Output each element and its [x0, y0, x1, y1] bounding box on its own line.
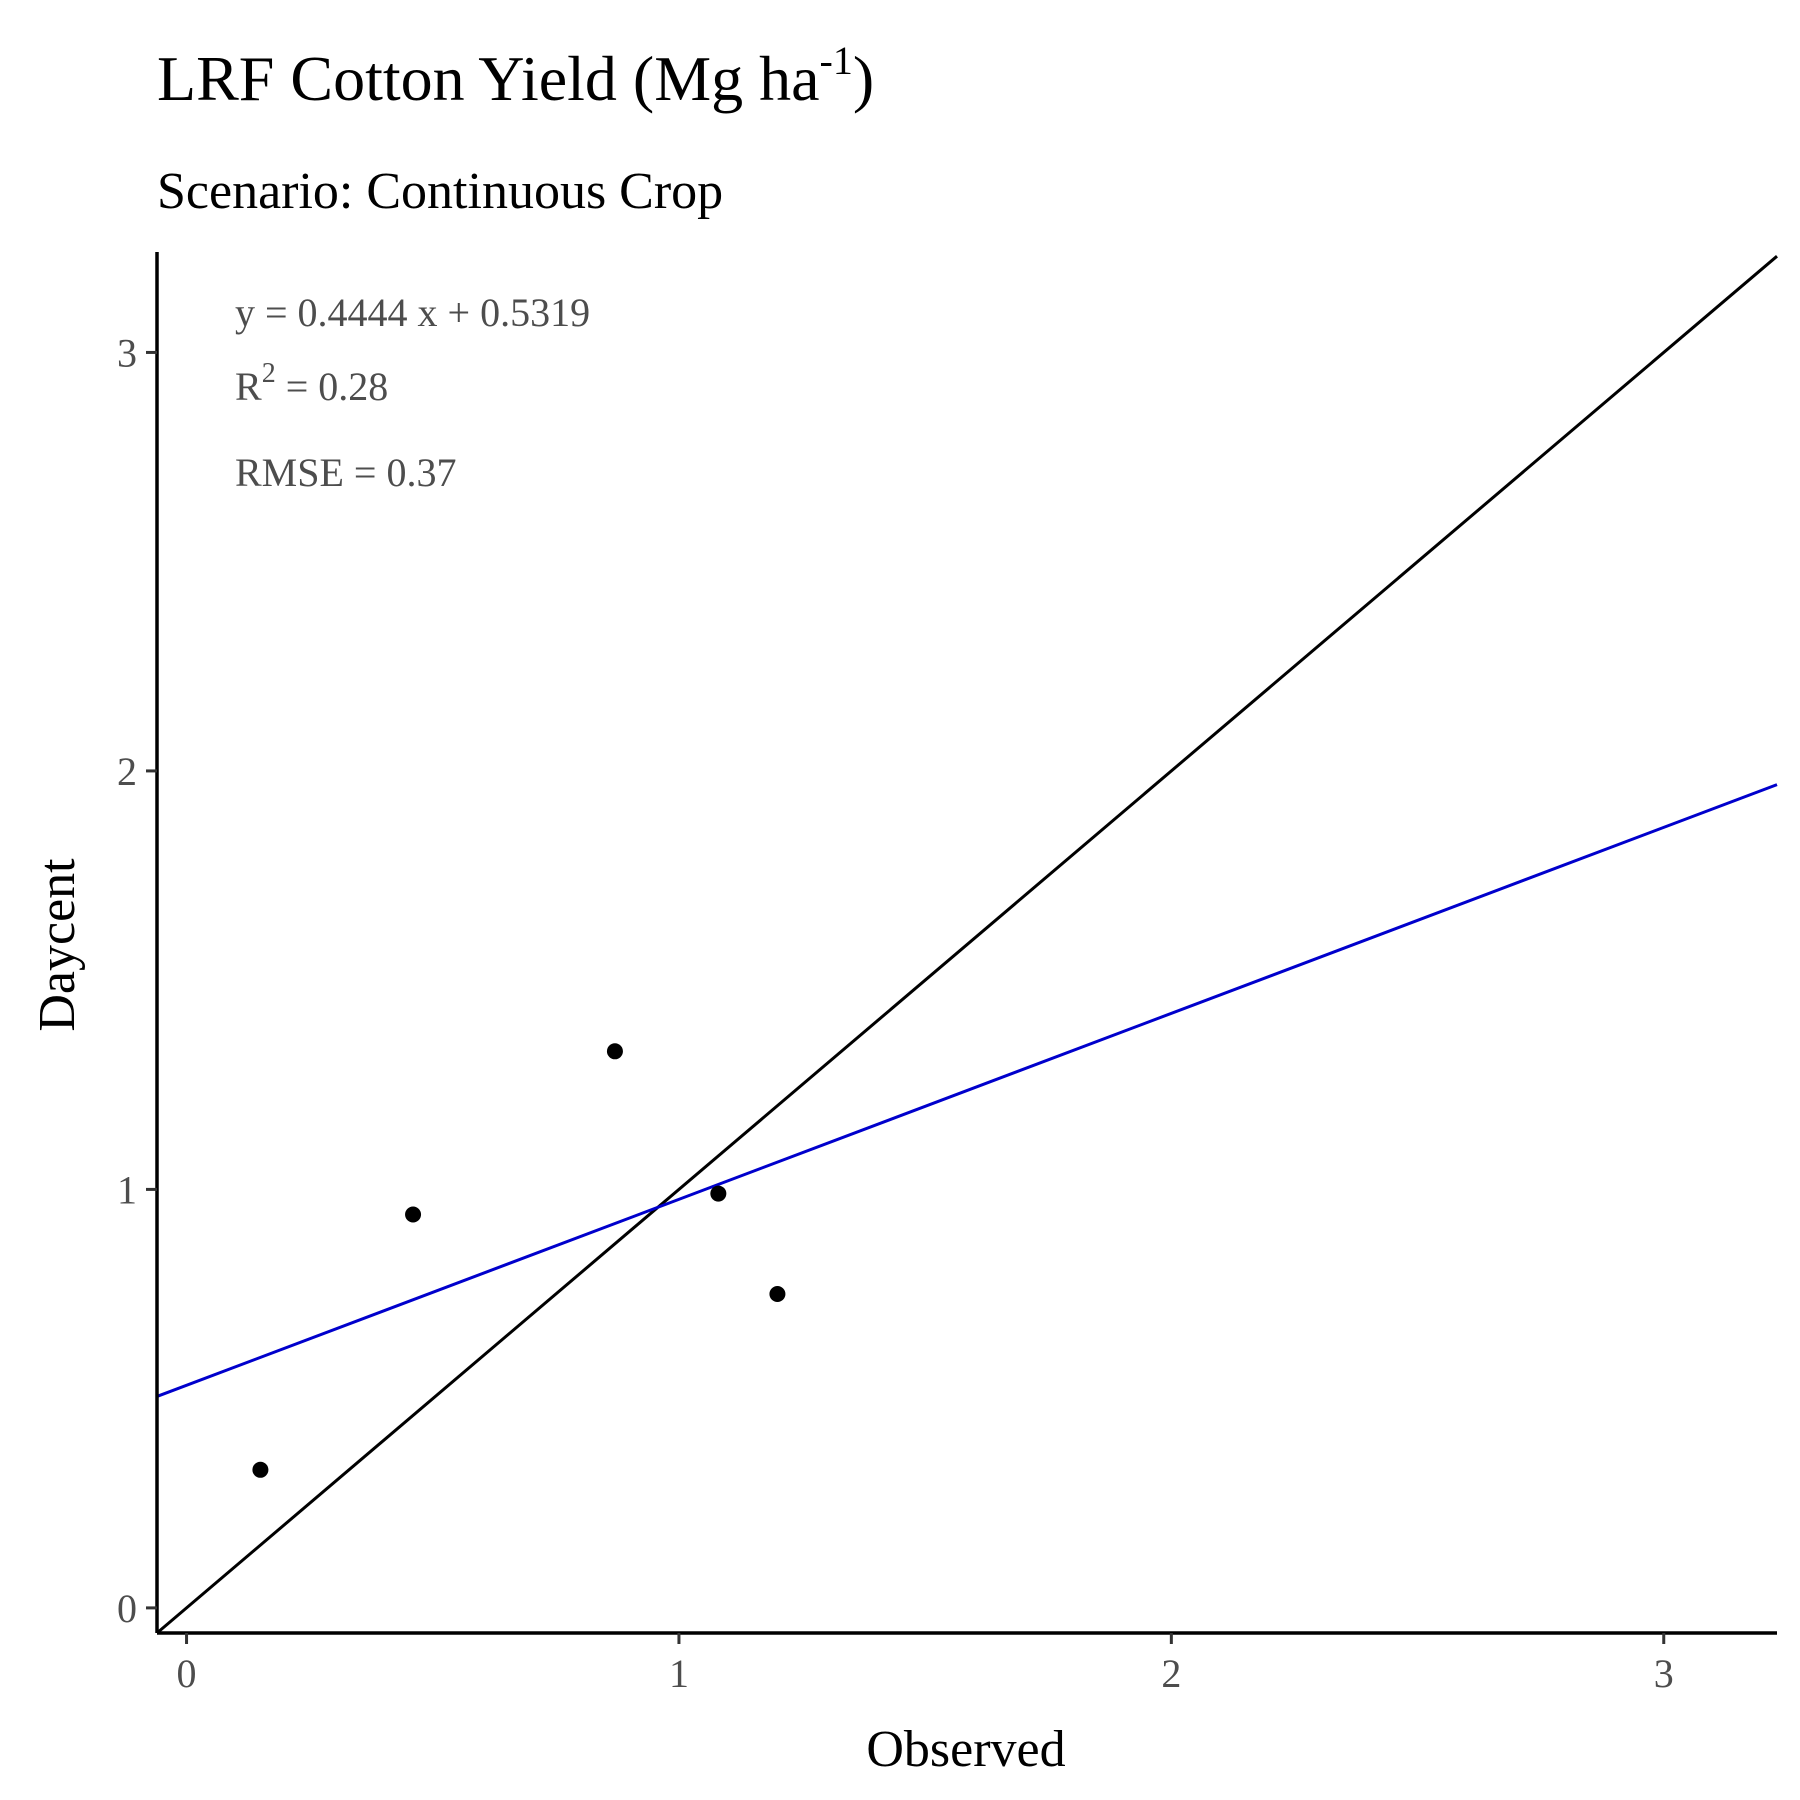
y-tick-label: 2 [117, 749, 137, 794]
one-to-one-line [156, 255, 1778, 1635]
data-point-2 [405, 1206, 422, 1223]
y-axis-ticks: 0 1 2 3 [117, 330, 157, 1631]
plot-lines [156, 255, 1778, 1635]
data-point-5 [769, 1286, 786, 1303]
x-tick-label: 0 [177, 1651, 197, 1696]
y-tick-label: 0 [117, 1586, 137, 1631]
data-point-3 [606, 1043, 623, 1060]
chart-title: LRF Cotton Yield (Mg ha-1) [157, 38, 874, 114]
data-point-1 [252, 1461, 269, 1478]
x-axis-title: Observed [866, 1721, 1065, 1778]
chart-subtitle: Scenario: Continuous Crop [157, 163, 723, 220]
x-tick-label: 3 [1654, 1651, 1674, 1696]
data-point-4 [710, 1185, 727, 1202]
y-tick-label: 1 [117, 1167, 137, 1212]
y-axis-title: Daycent [29, 858, 86, 1032]
plot-points [252, 1043, 786, 1478]
rmse-label: RMSE = 0.37 [235, 450, 456, 495]
y-tick-label: 3 [117, 330, 137, 375]
regression-equation: y = 0.4444 x + 0.5319 [235, 290, 590, 335]
x-tick-label: 1 [669, 1651, 689, 1696]
x-tick-label: 2 [1161, 1651, 1181, 1696]
x-axis-ticks: 0 1 2 3 [177, 1633, 1674, 1696]
r-squared-label: R2 = 0.28 [235, 358, 388, 409]
regression-line [156, 783, 1778, 1398]
